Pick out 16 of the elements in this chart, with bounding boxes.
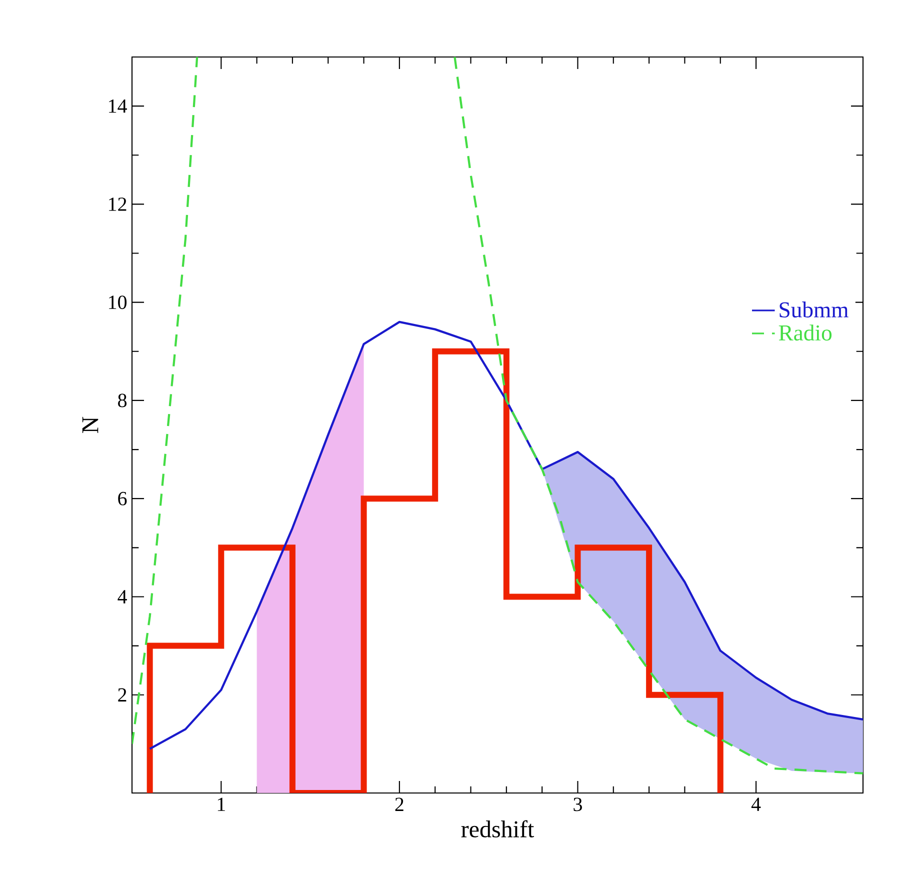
y-tick-label: 14 [109,99,127,113]
y-tick-label: 12 [109,198,126,211]
y-tick-label: 2 [118,688,126,702]
legend-label: Submm [780,302,848,318]
y-tick-label: 8 [118,394,127,408]
y-axis-title: N [82,416,98,433]
x-tick-label: 2 [395,798,404,811]
y-tick-label: 4 [118,590,127,604]
x-tick-label: 1 [218,798,225,811]
x-axis-title: redshift [461,820,534,838]
x-tick-label: 4 [751,798,761,811]
x-tick-label: 3 [574,798,582,812]
legend-label: Radio [778,324,832,341]
y-tick-label: 10 [109,296,127,310]
y-tick-label: 6 [118,492,127,506]
line-series [148,320,864,750]
